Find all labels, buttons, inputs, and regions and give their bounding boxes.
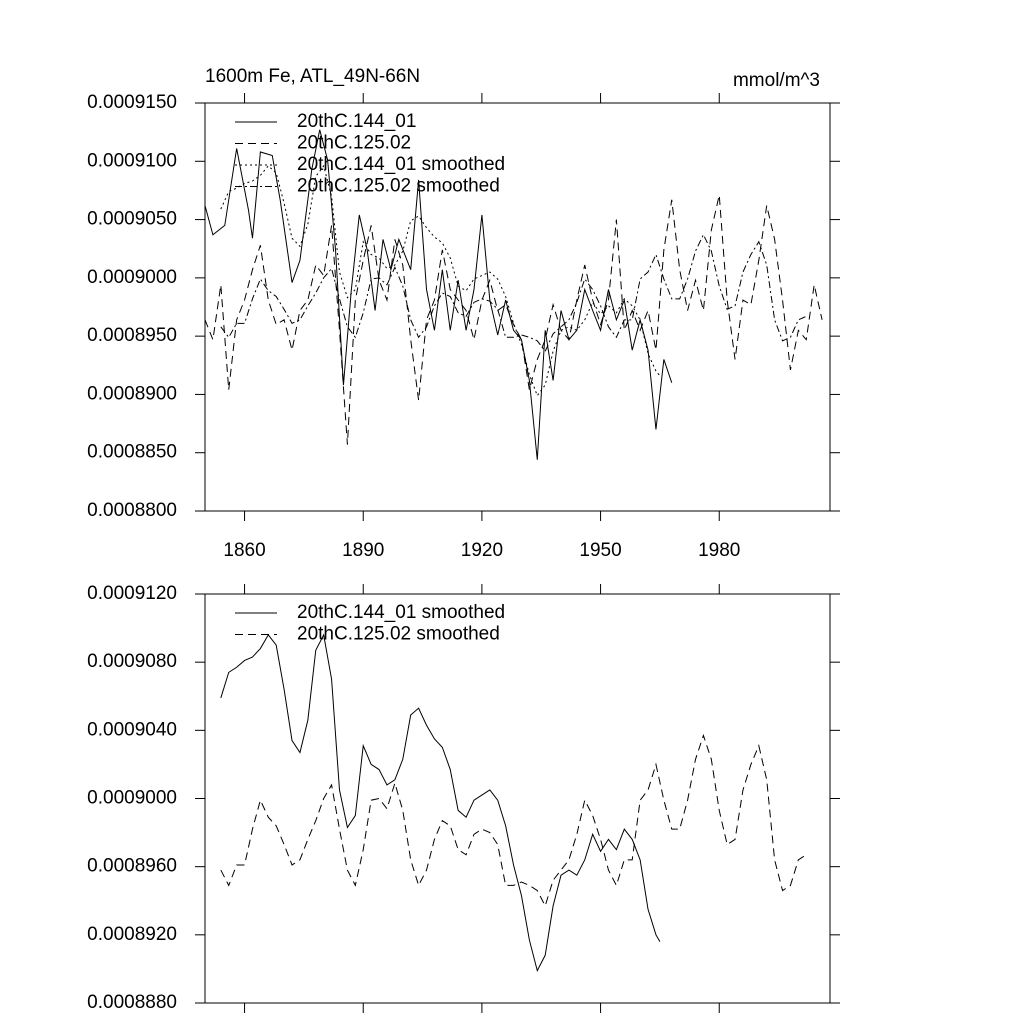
series-line xyxy=(204,194,823,445)
y-tick-label: 0.0009050 xyxy=(87,209,177,230)
y-tick-label: 0.0009040 xyxy=(87,719,177,740)
legend-label: 20thC.144_01 smoothed xyxy=(297,154,505,175)
x-tick-label: 1860 xyxy=(223,540,265,561)
x-tick-label: 1890 xyxy=(342,540,384,561)
chart-title: 1600m Fe, ATL_49N-66N xyxy=(205,66,420,87)
series-line xyxy=(220,733,807,908)
y-tick-label: 0.0009100 xyxy=(87,150,177,171)
y-tick-label: 0.0009120 xyxy=(87,583,177,604)
series-line xyxy=(204,129,673,460)
y-tick-label: 0.0008960 xyxy=(87,856,177,877)
legend-label: 20thC.125.02 smoothed xyxy=(297,176,500,197)
plot-frame xyxy=(204,593,831,1004)
legend-label: 20thC.144_01 xyxy=(297,111,416,132)
y-tick-label: 0.0009000 xyxy=(87,788,177,809)
series-line xyxy=(220,633,661,973)
y-tick-label: 0.0009000 xyxy=(87,267,177,288)
series-line xyxy=(220,164,661,397)
legend-label: 20thC.125.02 xyxy=(297,133,411,154)
y-tick-label: 0.0009080 xyxy=(87,651,177,672)
y-tick-label: 0.0008920 xyxy=(87,924,177,945)
x-tick-label: 1980 xyxy=(698,540,740,561)
legend-label: 20thC.125.02 smoothed xyxy=(297,624,500,645)
y-tick-label: 0.0008950 xyxy=(87,325,177,346)
x-tick-label: 1950 xyxy=(579,540,621,561)
y-tick-label: 0.0008800 xyxy=(87,500,177,521)
series-line xyxy=(220,233,807,353)
units-label: mmol/m^3 xyxy=(733,70,820,91)
legend-label: 20thC.144_01 smoothed xyxy=(297,602,505,623)
y-tick-label: 0.0008850 xyxy=(87,442,177,463)
y-tick-label: 0.0008880 xyxy=(87,992,177,1013)
y-tick-label: 0.0008900 xyxy=(87,383,177,404)
y-tick-label: 0.0009150 xyxy=(87,92,177,113)
x-tick-label: 1920 xyxy=(461,540,503,561)
plot-frame xyxy=(204,102,831,512)
